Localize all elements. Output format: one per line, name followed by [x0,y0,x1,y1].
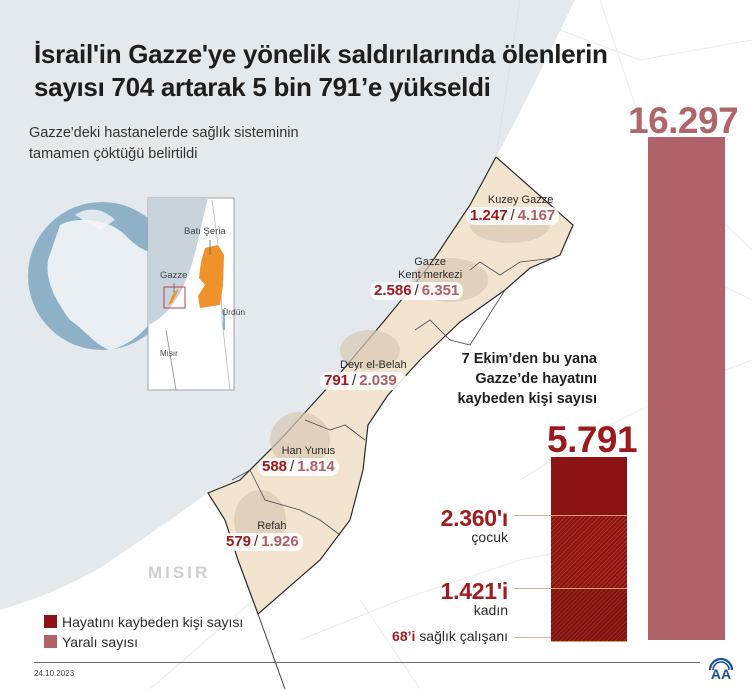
district-stats: 1.247/4.167 [466,207,560,225]
district-han-yunus: Han Yunus 588/1.814 [258,445,339,476]
headline-line-2: Gazze’de hayatını [475,371,597,387]
label-jordan: Ürdün [222,307,246,317]
page-title: İsrail'in Gazze'ye yönelik saldırılarınd… [34,38,608,104]
summary-headline: 7 Ekim’den bu yana Gazze’de hayatını kay… [444,349,597,409]
killed-count: 579 [226,533,252,550]
injured-count: 6.351 [421,282,460,299]
svg-text:AA: AA [711,666,731,682]
district-name: Refah [257,520,287,532]
label-egypt-inset: Mısır [160,349,178,358]
leader-line-children [514,515,551,516]
legend-item-killed: Hayatını kaybeden kişi sayısı [44,612,243,632]
injured-count: 2.039 [359,372,397,389]
headline-line-1: 7 Ekim’den bu yana [461,351,597,367]
district-stats: 579/1.926 [222,533,303,551]
killed-count: 588 [262,458,288,475]
district-stats: 791/2.039 [320,372,407,390]
women-label: kadın [473,602,508,618]
separator: / [414,282,419,299]
legend-swatch-injured [44,635,57,648]
legend-swatch-killed [44,615,57,628]
separator: / [352,372,357,389]
district-stats: 588/1.814 [258,458,339,476]
title-line-2: sayısı 704 artarak 5 bin 791’e yükseldi [34,72,491,102]
killed-count: 791 [324,372,350,389]
separator: / [510,207,515,224]
total-killed-value: 5.791 [547,419,638,460]
leader-line-women [514,588,551,589]
sea [0,0,575,610]
health-label: sağlık çalışanı [419,628,508,644]
injured-count: 1.926 [261,533,299,550]
legend: Hayatını kaybeden kişi sayısı Yaralı say… [44,612,243,652]
footer-divider [34,662,700,663]
headline-line-3: kaybeden kişi sayısı [457,391,597,407]
women-count: 1.421'i [440,578,509,604]
district-name-line-2: Kent merkezi [398,269,463,281]
district-stats: 2.586/6.351 [370,282,464,300]
country-label-egypt: MISIR [148,563,211,582]
leader-line-health [514,637,551,638]
legend-label: Hayatını kaybeden kişi sayısı [62,614,244,630]
district-name-line-1: Gazze [414,256,447,268]
health-count: 68’i [392,628,416,644]
injured-count: 4.167 [517,207,556,224]
title-line-1: İsrail'in Gazze'ye yönelik saldırılarınd… [34,39,608,69]
label-gaza: Gazze [160,270,188,281]
district-deyr-el-belah: Deyr el-Belah 791/2.039 [320,359,407,390]
district-gazze-kent: Gazze Kent merkezi 2.586/6.351 [370,256,464,300]
district-name: Deyr el-Belah [340,359,407,371]
label-west-bank: Batı Şeria [184,226,226,237]
separator: / [290,458,295,475]
children-count: 2.360'ı [440,505,509,531]
district-name: Kuzey Gazze [487,194,554,206]
total-injured-value: 16.297 [628,100,739,141]
subtitle-line-1: Gazze'deki hastanelerde sağlık sistemini… [29,125,299,141]
women-segment [551,588,627,642]
legend-label: Yaralı sayısı [62,634,138,650]
injured-count: 1.814 [297,458,335,475]
gaza-highlight-box [163,286,186,309]
west-bank-shape [198,245,224,308]
injured-bar [648,137,725,640]
district-name: Han Yunus [281,445,336,457]
subtitle: Gazze'deki hastanelerde sağlık sistemini… [29,123,299,165]
killed-count: 2.586 [374,282,412,299]
subtitle-line-2: tamamen çöktüğü belirtildi [29,146,198,162]
legend-item-injured: Yaralı sayısı [44,632,243,652]
district-kuzey-gazze: Kuzey Gazze 1.247/4.167 [466,194,560,225]
separator: / [254,533,259,550]
aa-logo-icon: AA [708,657,734,682]
district-refah: Refah 579/1.926 [222,520,303,551]
health-workers: 68’i sağlık çalışanı [392,628,508,644]
children-label: çocuk [471,529,508,545]
date-stamp: 24.10.2023 [34,669,75,678]
killed-count: 1.247 [470,207,508,224]
